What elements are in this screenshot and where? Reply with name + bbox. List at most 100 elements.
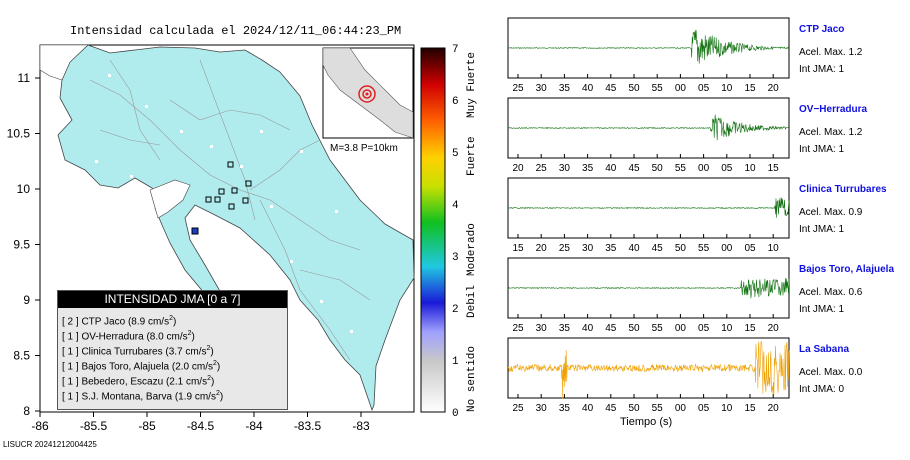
cbar-label-muy-fuerte: Muy Fuerte <box>466 51 478 118</box>
lat-tick-label: 10.5 <box>7 127 31 141</box>
seis-tick-label: 05 <box>698 323 710 334</box>
seis-tick-label: 20 <box>536 243 548 254</box>
colorbar-tick-label: 3 <box>452 252 459 264</box>
border-area <box>39 44 89 81</box>
seis-tick-label: 25 <box>536 163 548 174</box>
colorbar-tick-label: 7 <box>452 44 459 56</box>
seis-tick-label: 45 <box>605 403 617 414</box>
colorbar-tick-label: 4 <box>452 200 459 212</box>
seis-tick-label: 45 <box>628 163 640 174</box>
seis-tick-label: 40 <box>582 323 594 334</box>
seismogram-trace <box>507 278 790 299</box>
cbar-label-fuerte: Fuerte <box>466 136 478 176</box>
seis-tick-label: 15 <box>512 243 524 254</box>
cbar-label-no-sentido: No sentido <box>466 345 478 412</box>
legend-item: [ 1 ] Clinica Turrubares (3.7 cm/s2) <box>62 345 214 358</box>
lon-tick-label: -83 <box>352 419 370 433</box>
legend-item: [ 1 ] Bajos Toro, Alajuela (2.0 cm/s2) <box>62 360 221 373</box>
seismogram-xlabel: Tiempo (s) <box>620 416 673 428</box>
lon-tick-label: -85 <box>138 419 156 433</box>
seis-tick-label: 05 <box>698 403 710 414</box>
seis-tick-label: 15 <box>744 83 756 94</box>
cbar-label-debil: Debil <box>466 284 478 318</box>
legend-item: [ 2 ] CTP Jaco (8.9 cm/s2) <box>62 315 177 328</box>
seis-tick-label: 50 <box>675 243 687 254</box>
seismogram-trace <box>507 340 790 399</box>
inset-caption: M=3.8 P=10km <box>330 143 398 154</box>
lat-tick-label: 11 <box>18 71 31 85</box>
seismogram-trace <box>507 197 790 218</box>
station-intensity: Int JMA: 0 <box>799 384 845 395</box>
station-name: OV−Herradura <box>799 104 868 115</box>
cbar-label-moderado: Moderado <box>466 223 478 276</box>
seis-tick-label: 50 <box>628 83 640 94</box>
lon-axis: -86 -85.5 -85 -84.5 -84 -83.5 -83 <box>31 412 370 433</box>
lat-tick-label: 8 <box>23 404 30 418</box>
lon-tick-label: -85.5 <box>80 419 108 433</box>
lat-tick-label: 9.5 <box>13 238 30 252</box>
colorbar-ticks: 0 1 2 3 4 5 6 7 <box>452 44 459 420</box>
seis-tick-label: 15 <box>744 403 756 414</box>
colorbar-tick-label: 6 <box>452 96 459 108</box>
intensity-colorbar <box>420 47 446 413</box>
seismogram-trace <box>507 114 790 141</box>
legend-item: [ 1 ] Bebedero, Escazu (2.1 cm/s2) <box>62 375 215 388</box>
seis-tick-label: 35 <box>559 83 571 94</box>
station-accel: Acel. Max. 0.6 <box>799 287 863 298</box>
colorbar-tick-label: 2 <box>452 304 459 316</box>
seis-tick-label: 10 <box>721 323 733 334</box>
seis-tick-label: 35 <box>559 323 571 334</box>
seis-tick-label: 00 <box>721 243 733 254</box>
lon-tick-label: -84 <box>245 419 263 433</box>
station-markers <box>205 161 252 210</box>
seis-tick-label: 25 <box>512 323 524 334</box>
seis-tick-label: 00 <box>698 163 710 174</box>
seis-tick-label: 50 <box>628 323 640 334</box>
seis-tick-label: 10 <box>721 83 733 94</box>
seis-tick-label: 45 <box>605 323 617 334</box>
colorbar-tick-label: 1 <box>452 356 459 368</box>
seis-tick-label: 20 <box>512 163 524 174</box>
station-intensity: Int JMA: 1 <box>799 64 845 75</box>
seismogram-trace <box>508 30 790 64</box>
seis-tick-label: 55 <box>652 83 664 94</box>
station-intensity: Int JMA: 1 <box>799 304 845 315</box>
page-title: Intensidad calculada el 2024/12/11_06:44… <box>70 24 402 38</box>
seis-tick-label: 25 <box>559 243 571 254</box>
seis-tick-label: 40 <box>605 163 617 174</box>
lat-tick-label: 9 <box>23 293 30 307</box>
legend-item: [ 1 ] OV-Herradura (8.0 cm/s2) <box>62 330 195 343</box>
seismogram-panels: 25 30 35 40 45 50 55 00 05 10 15 20 20 25 30 35 40 45 50 55… <box>507 17 790 414</box>
seis-tick-label: 35 <box>582 163 594 174</box>
seis-tick-label: 55 <box>675 163 687 174</box>
seis-tick-label: 20 <box>768 323 780 334</box>
legend-item: [ 1 ] S.J. Montana, Barva (1.9 cm/s2) <box>62 390 224 403</box>
lat-tick-label: 10 <box>17 182 31 196</box>
seis-tick-label: 20 <box>768 83 780 94</box>
seis-tick-label: 55 <box>652 323 664 334</box>
seis-tick-label: 40 <box>582 83 594 94</box>
lon-tick-label: -83.5 <box>294 419 322 433</box>
seis-tick-label: 35 <box>605 243 617 254</box>
station-accel: Acel. Max. 1.2 <box>799 47 863 58</box>
seis-tick-label: 15 <box>744 323 756 334</box>
towns <box>95 74 353 333</box>
seis-tick-label: 55 <box>652 403 664 414</box>
station-name: Clinica Turrubares <box>799 184 887 195</box>
station-accel: Acel. Max. 1.2 <box>799 127 863 138</box>
station-accel: Acel. Max. 0.0 <box>799 367 863 378</box>
lon-tick-label: -86 <box>31 419 49 433</box>
legend-header: INTENSIDAD JMA [0 a 7] <box>58 291 287 308</box>
seis-tick-label: 00 <box>675 323 687 334</box>
colorbar-tick-label: 5 <box>452 148 459 160</box>
station-accel: Acel. Max. 0.9 <box>799 207 863 218</box>
seis-tick-label: 30 <box>559 163 571 174</box>
station-intensity: Int JMA: 1 <box>799 144 845 155</box>
intensity-legend: INTENSIDAD JMA [0 a 7] [ 2 ] CTP Jaco (8… <box>57 290 288 410</box>
seis-tick-label: 40 <box>582 403 594 414</box>
seis-tick-label: 50 <box>652 163 664 174</box>
lat-axis: 11 10.5 10 9.5 9 8.5 8 <box>7 71 40 418</box>
colorbar-tick-label: 0 <box>452 408 459 420</box>
seis-tick-label: 25 <box>512 83 524 94</box>
seis-tick-label: 05 <box>744 243 756 254</box>
